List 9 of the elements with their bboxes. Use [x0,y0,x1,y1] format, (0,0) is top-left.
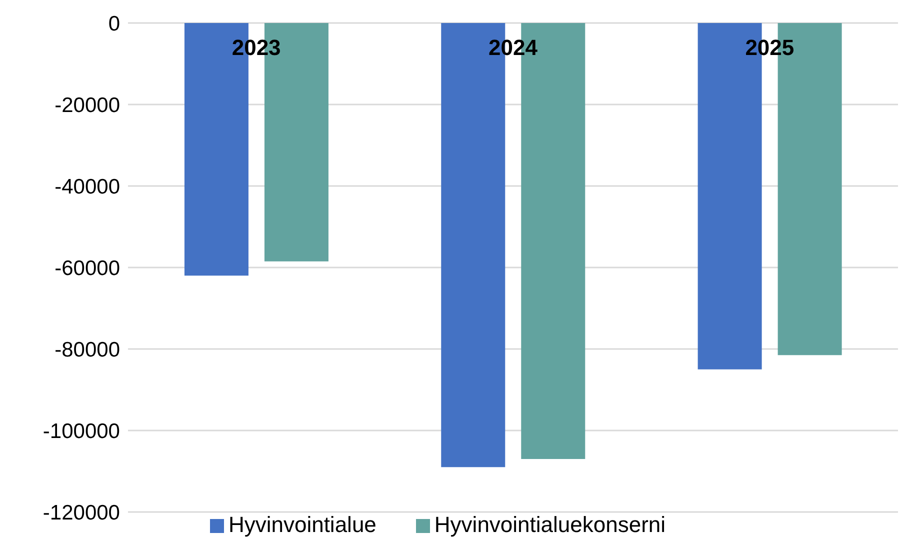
y-tick-label: -80000 [54,338,120,362]
legend-label: Hyvinvointialuekonserni [434,512,666,537]
legend-label: Hyvinvointialue [228,512,376,537]
y-tick-label: 0 [108,12,120,36]
y-tick-label: -100000 [42,420,120,443]
y-tick-label: -120000 [42,501,120,524]
y-tick-label: -40000 [54,175,120,198]
y-tick-label: -60000 [54,256,120,280]
y-tick-label: -20000 [54,94,120,117]
